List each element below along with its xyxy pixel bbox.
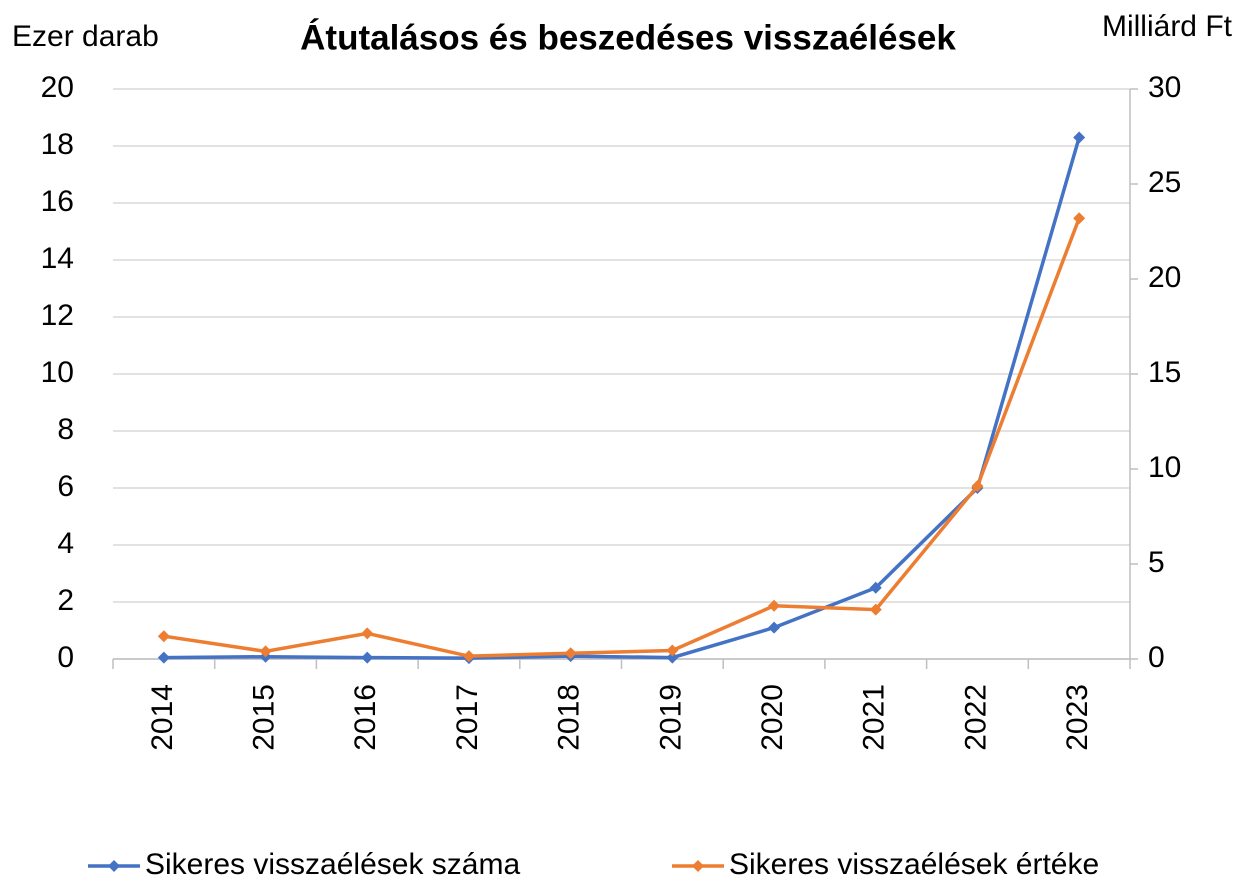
marker bbox=[361, 627, 374, 640]
y2-tick-label: 0 bbox=[1148, 641, 1165, 674]
marker bbox=[361, 651, 374, 664]
series-line bbox=[163, 136, 1081, 660]
y-tick-label: 20 bbox=[41, 71, 74, 104]
y-tick-label: 16 bbox=[41, 185, 74, 218]
marker bbox=[768, 599, 781, 612]
y-tick-label: 18 bbox=[41, 128, 74, 161]
x-tick-label: 2022 bbox=[959, 684, 992, 751]
y-tick-label: 0 bbox=[57, 641, 74, 674]
x-tick-label: 2019 bbox=[654, 684, 687, 751]
marker bbox=[1073, 212, 1086, 225]
y-tick-label: 10 bbox=[41, 356, 74, 389]
y-axis-label: Ezer darab bbox=[12, 20, 159, 53]
legend-marker bbox=[108, 860, 120, 872]
x-tick-label: 2015 bbox=[247, 684, 280, 751]
y2-axis-label: Milliárd Ft bbox=[1102, 10, 1233, 43]
x-tick-label: 2021 bbox=[858, 684, 891, 751]
y-tick-label: 14 bbox=[41, 242, 74, 275]
y-tick-label: 8 bbox=[57, 413, 74, 446]
marker bbox=[157, 651, 170, 664]
marker bbox=[768, 621, 781, 634]
y2-tick-label: 25 bbox=[1148, 166, 1181, 199]
legend-label: Sikeres visszaélések értéke bbox=[729, 848, 1099, 881]
x-tick-label: 2016 bbox=[349, 684, 382, 751]
marker bbox=[666, 651, 679, 664]
x-tick-label: 2020 bbox=[756, 684, 789, 751]
marker bbox=[971, 480, 984, 493]
y-tick-label: 4 bbox=[57, 527, 74, 560]
y-tick-label: 2 bbox=[57, 584, 74, 617]
marker bbox=[462, 650, 475, 663]
marker bbox=[1073, 131, 1086, 144]
marker bbox=[157, 630, 170, 643]
y2-tick-label: 20 bbox=[1148, 261, 1181, 294]
y2-tick-label: 30 bbox=[1148, 71, 1181, 104]
y-tick-label: 6 bbox=[57, 470, 74, 503]
x-tick-label: 2018 bbox=[553, 684, 586, 751]
x-tick-label: 2023 bbox=[1061, 684, 1094, 751]
marker bbox=[869, 603, 882, 616]
chart-title: Átutalásos és beszedéses visszaélések bbox=[300, 17, 956, 57]
marker bbox=[564, 647, 577, 660]
y2-tick-label: 15 bbox=[1148, 356, 1181, 389]
legend-marker bbox=[692, 860, 704, 872]
legend-label: Sikeres visszaélések száma bbox=[145, 848, 520, 881]
series-line bbox=[163, 217, 1081, 658]
marker bbox=[666, 644, 679, 657]
x-tick-label: 2014 bbox=[146, 684, 179, 751]
y2-tick-label: 5 bbox=[1148, 546, 1165, 579]
x-tick-label: 2017 bbox=[451, 684, 484, 751]
marker bbox=[259, 645, 272, 658]
marker bbox=[869, 581, 882, 594]
y-tick-label: 12 bbox=[41, 299, 74, 332]
y2-tick-label: 10 bbox=[1148, 451, 1181, 484]
